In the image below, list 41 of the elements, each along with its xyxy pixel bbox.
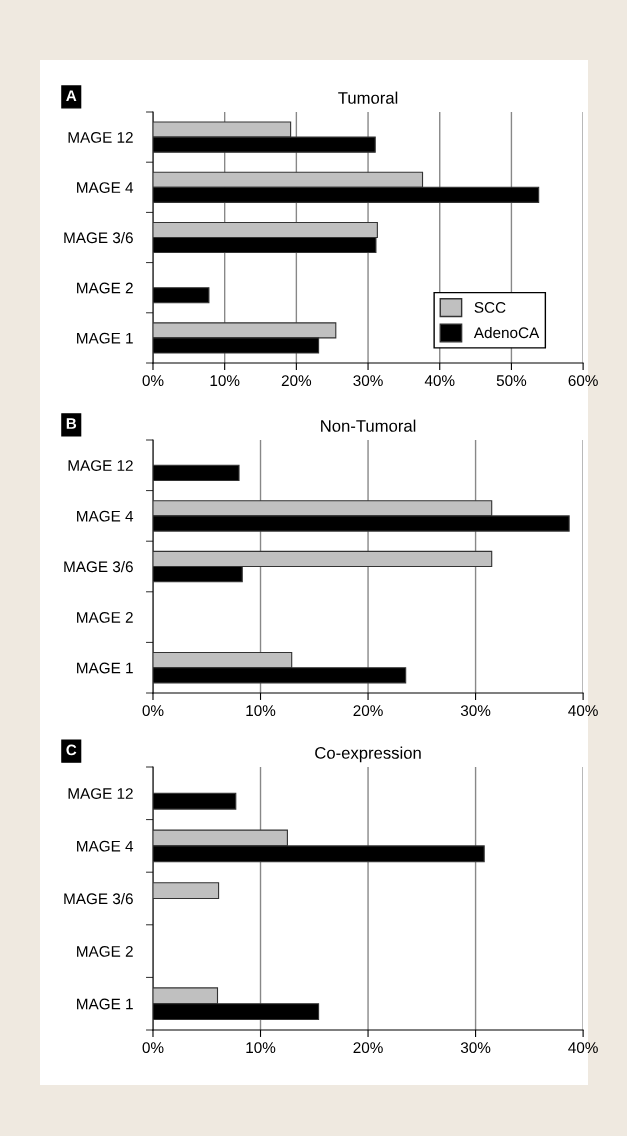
x-tick-label: 0% (142, 1042, 164, 1054)
chart-title: Co-expression (315, 746, 421, 763)
y-tick-label: MAGE 2 (77, 611, 133, 623)
y-tick-label: MAGE 4 (77, 510, 134, 522)
text: B (66, 418, 77, 429)
x-tick-label: 40% (568, 705, 598, 717)
y-tick-label: MAGE 3/6 (64, 892, 133, 905)
x-tick-label: 60% (568, 375, 598, 387)
text: A (66, 90, 77, 101)
x-tick-label: 10% (246, 705, 276, 717)
y-tick-label: MAGE 12 (68, 788, 133, 799)
x-tick-label: 10% (210, 375, 240, 387)
legend-label: SCC (474, 302, 506, 313)
x-tick-label: 20% (353, 1042, 383, 1054)
y-tick-label: MAGE 1 (77, 332, 133, 344)
x-tick-label: 30% (460, 705, 491, 717)
x-tick-label: 50% (496, 375, 527, 387)
legend-label: AdenoCA (473, 326, 540, 339)
chart-title: Tumoral (338, 91, 398, 104)
text: C (66, 744, 77, 756)
y-tick-label: MAGE 4 (77, 182, 134, 193)
x-tick-label: 20% (281, 375, 312, 387)
y-tick-label: MAGE 1 (77, 998, 133, 1010)
y-tick-label: MAGE 12 (68, 460, 133, 471)
x-tick-label: 30% (460, 1042, 491, 1054)
y-tick-label: MAGE 3/6 (64, 560, 133, 573)
x-tick-label: 40% (424, 375, 455, 387)
y-tick-label: MAGE 2 (77, 945, 133, 957)
y-tick-label: MAGE 2 (77, 282, 133, 294)
x-tick-label: 0% (142, 705, 164, 717)
y-tick-label: MAGE 3/6 (64, 231, 133, 244)
x-tick-label: 40% (568, 1042, 598, 1054)
bar (152, 882, 220, 900)
y-tick-label: MAGE 1 (77, 662, 133, 674)
x-tick-label: 0% (142, 375, 164, 387)
x-tick-label: 10% (246, 1042, 276, 1054)
chart-title: Non-Tumoral (321, 419, 416, 432)
y-tick-label: MAGE 4 (77, 840, 134, 852)
x-tick-label: 20% (353, 705, 383, 717)
x-tick-label: 30% (353, 375, 383, 387)
y-tick-label: MAGE 12 (68, 131, 133, 143)
